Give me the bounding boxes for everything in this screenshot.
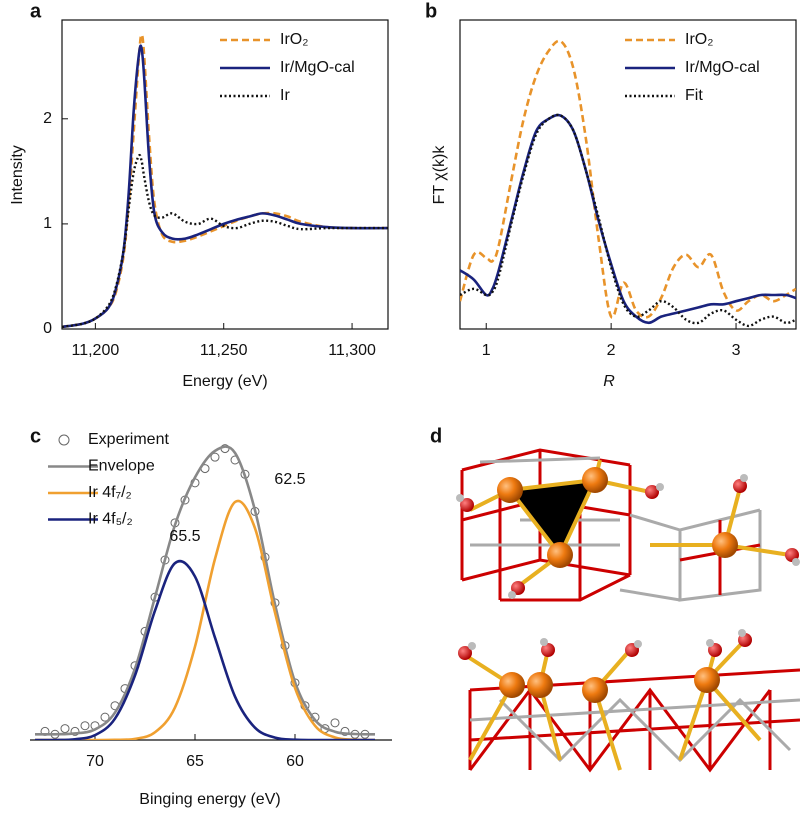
y-tick-label: 2 bbox=[43, 110, 52, 127]
x-tick-label: 60 bbox=[286, 753, 304, 770]
legend-label: Ir bbox=[280, 87, 290, 104]
y-axis-label: Intensity bbox=[9, 145, 26, 205]
legend-label: Ir 4f₅/₂ bbox=[88, 511, 133, 528]
plot-frame bbox=[61, 19, 389, 330]
legend-label: Envelope bbox=[88, 458, 155, 475]
x-tick-label: 11,300 bbox=[328, 342, 376, 359]
legend-label: Ir/MgO-cal bbox=[280, 59, 355, 76]
plot-area bbox=[460, 39, 796, 328]
data-point bbox=[80, 721, 90, 731]
x-tick-label: 1 bbox=[482, 342, 491, 359]
panel-label: a bbox=[30, 0, 42, 22]
legend-label: Experiment bbox=[88, 431, 169, 448]
annotation: 62.5 bbox=[274, 471, 305, 488]
series-line bbox=[34, 445, 376, 736]
legend-label: Ir/MgO-cal bbox=[685, 59, 760, 76]
x-tick-label: 70 bbox=[86, 753, 104, 770]
x-axis-label: R bbox=[603, 373, 615, 390]
data-point bbox=[340, 726, 350, 736]
x-tick-label: 11,250 bbox=[200, 342, 248, 359]
annotation: 65.5 bbox=[169, 528, 200, 545]
plot-area bbox=[62, 33, 388, 329]
series-line bbox=[460, 39, 796, 319]
x-tick-label: 2 bbox=[607, 342, 616, 359]
panel-label: d bbox=[430, 425, 442, 447]
legend-marker bbox=[58, 434, 70, 446]
y-axis-label: FT χ(k)k bbox=[431, 145, 448, 205]
plot-frame bbox=[459, 19, 797, 330]
series-line bbox=[35, 499, 376, 740]
series-line bbox=[62, 33, 388, 329]
data-point bbox=[100, 712, 110, 722]
series-line bbox=[35, 559, 375, 740]
series-line bbox=[460, 113, 796, 325]
x-axis-label: Binging energy (eV) bbox=[139, 791, 280, 808]
x-tick-label: 65 bbox=[186, 753, 204, 770]
x-tick-label: 3 bbox=[732, 342, 741, 359]
series-line bbox=[62, 44, 388, 329]
data-point bbox=[210, 452, 220, 462]
legend-label: Fit bbox=[685, 87, 703, 104]
data-point bbox=[60, 724, 70, 734]
panel-label: b bbox=[425, 0, 437, 22]
y-tick-label: 0 bbox=[43, 320, 52, 337]
legend-label: IrO₂ bbox=[685, 31, 713, 48]
x-tick-label: 11,200 bbox=[71, 342, 119, 359]
x-axis-label: Energy (eV) bbox=[182, 373, 267, 390]
panel-label: c bbox=[30, 425, 41, 447]
structure-diagram bbox=[456, 448, 800, 773]
plot-area bbox=[34, 444, 376, 740]
data-point bbox=[330, 718, 340, 728]
series-line bbox=[62, 153, 388, 329]
legend-label: Ir 4f₇/₂ bbox=[88, 484, 132, 501]
legend-label: IrO₂ bbox=[280, 31, 308, 48]
data-point bbox=[70, 726, 80, 736]
y-tick-label: 1 bbox=[43, 215, 52, 232]
series-line bbox=[460, 113, 796, 328]
